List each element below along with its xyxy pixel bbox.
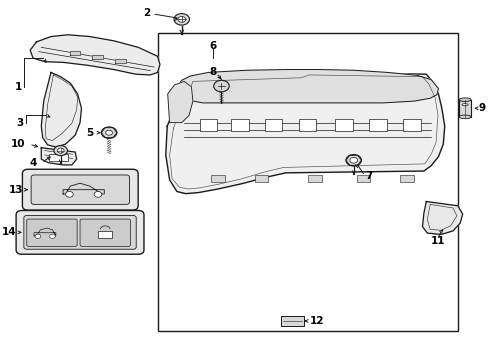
Circle shape: [174, 14, 190, 25]
Circle shape: [66, 192, 74, 197]
Polygon shape: [166, 72, 445, 194]
Text: 8: 8: [210, 67, 217, 77]
Bar: [98, 230, 112, 238]
Circle shape: [101, 127, 117, 138]
Circle shape: [350, 157, 358, 163]
Bar: [231, 119, 248, 131]
Bar: [211, 175, 225, 182]
Bar: [369, 119, 387, 131]
FancyBboxPatch shape: [24, 216, 136, 249]
Text: 14: 14: [1, 228, 16, 237]
Text: 2: 2: [143, 8, 150, 18]
Circle shape: [106, 130, 113, 135]
Polygon shape: [115, 59, 125, 63]
Circle shape: [214, 80, 229, 92]
Text: 12: 12: [310, 316, 324, 326]
Bar: [299, 119, 317, 131]
Bar: [265, 119, 283, 131]
Ellipse shape: [459, 115, 471, 119]
Text: 5: 5: [86, 128, 94, 138]
Circle shape: [178, 17, 186, 22]
Bar: [157, 33, 458, 330]
Bar: [308, 175, 322, 182]
Circle shape: [94, 192, 102, 197]
FancyBboxPatch shape: [31, 175, 129, 204]
Text: 11: 11: [431, 236, 446, 246]
Bar: [459, 100, 471, 117]
Bar: [403, 119, 420, 131]
FancyBboxPatch shape: [80, 219, 130, 246]
Text: 9: 9: [478, 103, 486, 113]
FancyBboxPatch shape: [27, 219, 77, 246]
Text: 7: 7: [366, 171, 373, 181]
Bar: [357, 175, 370, 182]
Circle shape: [54, 145, 68, 156]
FancyBboxPatch shape: [23, 169, 138, 210]
Text: 3: 3: [16, 118, 23, 128]
Polygon shape: [41, 148, 76, 165]
Text: 10: 10: [11, 139, 26, 149]
Text: 13: 13: [8, 185, 23, 195]
Circle shape: [346, 154, 362, 166]
Polygon shape: [174, 69, 439, 103]
Polygon shape: [93, 55, 103, 59]
Circle shape: [35, 234, 41, 238]
Ellipse shape: [459, 98, 471, 102]
Bar: [400, 175, 414, 182]
Bar: [335, 119, 353, 131]
FancyBboxPatch shape: [16, 211, 144, 254]
Text: 6: 6: [210, 41, 217, 50]
Circle shape: [57, 148, 64, 153]
Text: 1: 1: [15, 82, 22, 92]
Text: 4: 4: [29, 158, 37, 168]
Polygon shape: [30, 35, 160, 75]
Polygon shape: [168, 81, 193, 123]
Polygon shape: [41, 72, 81, 147]
Bar: [255, 175, 269, 182]
Polygon shape: [70, 51, 80, 55]
Bar: [199, 119, 217, 131]
Circle shape: [49, 234, 55, 238]
Bar: [281, 316, 304, 326]
Polygon shape: [422, 202, 463, 234]
Ellipse shape: [462, 104, 468, 106]
Bar: [49, 154, 68, 161]
